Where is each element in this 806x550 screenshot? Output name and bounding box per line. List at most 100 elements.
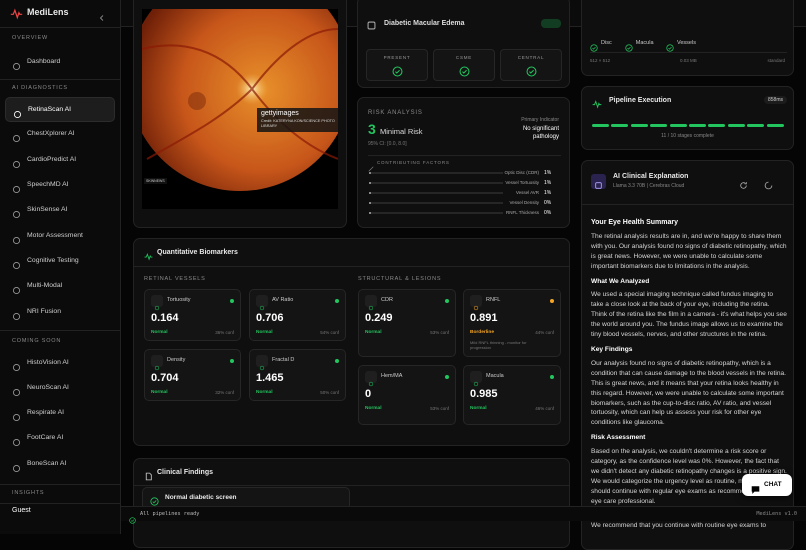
biomarker-name: Density [167,357,186,363]
biomarker-icon-svg [473,305,479,311]
nav-icon [12,206,21,219]
biomarker-conf: 54% conf [320,330,339,335]
biomarker: AV Ratio 0.706 Normal 54% conf [249,289,346,341]
nav-item[interactable]: ChestXplorer AI [5,122,115,147]
nav-item[interactable]: SpeechMD AI [5,173,115,198]
collapse-svg [99,15,104,21]
biomarker-icon-box [151,295,163,311]
status-icon [129,511,136,524]
pipeline-card: Pipeline Execution 858ms 11 / 10 stages co… [581,86,794,150]
risk-title: RISK ANALYSIS [368,110,423,116]
edema-icon-svg [367,21,376,30]
findings-card: Clinical Findings Normal diabetic screen [133,458,570,548]
biomarker-value: 0.706 [256,312,284,324]
biomarkers-card: Quantitative Biomarkers RETINAL VESSELS To… [133,238,570,446]
explanation-paragraph: We used a special imaging technique call… [591,291,787,339]
biomarker-icon-svg [154,365,160,371]
biomarker-status: Normal [256,330,273,335]
pipeline-status: 11 / 10 stages complete [661,133,714,139]
risk-card: RISK ANALYSIS 3 Minimal Risk 95% CI: [0.0, … [357,97,570,228]
edema-check-label: PRESENT [383,55,411,60]
biomarker-name: CDR [381,297,393,303]
nav-item[interactable]: BoneScan AI [5,452,115,477]
explanation-heading: Risk Assessment [591,434,646,442]
nav-item[interactable]: Multi-Modal [5,274,115,299]
divider [0,330,120,331]
pipeline-segment [689,124,706,127]
factor-fill [369,182,371,184]
nav-label: NRI Fusion [27,308,61,315]
nav-item[interactable]: FootCare AI [5,426,115,451]
explanation-paragraph: The retinal analysis results are in, and… [591,232,787,270]
divider [0,79,120,80]
pipeline-time: 858ms [763,96,787,104]
nav-label: Cognitive Testing [27,257,79,264]
biomarker-name: Tortuosity [167,297,191,303]
status-dot [445,375,449,379]
biomarker-status: Normal [151,390,168,395]
factor-track [369,182,503,184]
divider [0,503,120,504]
biomarker-icon-box [470,295,482,311]
nav-icon [12,460,21,473]
divider [134,266,569,267]
biomarker-status: Normal [256,390,273,395]
user-name[interactable]: Guest [12,507,31,514]
explanation-paragraph: Our analysis found no signs of diabetic … [591,359,787,427]
nav-label: BoneScan AI [27,460,67,467]
nav-icon [12,409,21,422]
edema-check-label: CSME [455,55,473,60]
biomarker-icon-svg [368,305,374,311]
nav-item[interactable]: HistoVision AI [5,351,115,376]
section-label: COMING SOON [12,338,62,344]
nav-item[interactable]: CardioPredict AI [5,148,115,173]
biomarker-icon-svg [259,365,265,371]
section-label: AI DIAGNOSTICS [12,85,68,91]
nav-icon [12,434,21,447]
nav-item[interactable]: Respirate AI [5,401,115,426]
nav-icon-svg [12,261,21,270]
nav-icon [12,384,21,397]
biomarker-value: 0.249 [365,312,393,324]
group-title: STRUCTURAL & LESIONS [358,276,442,282]
biomarker-conf: 32% conf [215,390,234,395]
nav-item[interactable]: RetinaScan AI [5,97,115,122]
edema-check-label: CENTRAL [517,55,545,60]
status-dot [445,299,449,303]
nav-icon-svg [12,464,21,473]
explanation-paragraph: We recommend that you continue with rout… [591,521,767,529]
status-dot [550,375,554,379]
nav-item[interactable]: NeuroScan AI [5,376,115,401]
chat-icon-svg [751,486,760,494]
nav-item[interactable]: Motor Assessment [5,224,115,249]
biomarker-note: Mild RNFL thinning - monitor for progres… [470,340,527,350]
explanation-heading: Key Findings [591,345,633,353]
nav-icon-svg [12,62,21,71]
biomarker-name: Fractal D [272,357,295,363]
pipeline-icon-svg [592,100,602,109]
nav-icon-svg [12,286,21,295]
nav-icon [12,308,21,321]
nav-item[interactable]: Dashboard [5,50,115,75]
factor-value: 0% [544,210,552,216]
image-tag: SKINNEWS [144,178,167,184]
quality-check: Vessels [677,40,696,46]
biomarker-status: Borderline [470,330,494,335]
factor-value: 0% [544,200,552,206]
divider [0,27,120,28]
check-icon [625,39,633,52]
biomarker-status: Normal [470,406,487,411]
getty-overlay: gettyimages Credit: KATERYNA KON/SCIENCE … [257,108,338,132]
nav-item[interactable]: NRI Fusion [5,300,115,325]
nav-label: Multi-Modal [27,282,63,289]
nav-icon [12,130,21,143]
nav-item[interactable]: SkinSense AI [5,198,115,223]
check-icon-svg [459,66,470,77]
pipeline-segment [708,124,726,127]
explanation-icon-box [591,174,606,189]
chat-button[interactable]: CHAT [742,474,792,496]
check-icon [392,64,403,77]
nav-label: Dashboard [27,58,61,65]
nav-item[interactable]: Cognitive Testing [5,249,115,274]
nav-icon-svg [12,210,21,219]
